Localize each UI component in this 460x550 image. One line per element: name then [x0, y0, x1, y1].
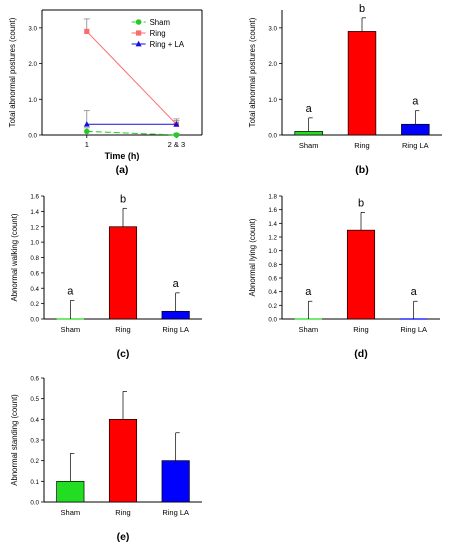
x-tick-label: Ring LA	[400, 325, 427, 334]
panel-d-y-tick-label: 1.4	[268, 221, 277, 228]
point-ring	[84, 28, 90, 35]
x-tick-label: Sham	[61, 325, 81, 334]
panel-a-y-tick-label: 3.0	[28, 25, 37, 32]
panel-a-y-tick-label: 0.0	[28, 133, 37, 140]
significance-letter: a	[306, 103, 313, 115]
bar-sham	[294, 131, 323, 136]
panel-b-y-tick-label: 3.0	[268, 25, 277, 32]
panel-c-y-tick-label: 1.4	[30, 209, 39, 216]
legend-label-ring-la: Ring + LA	[150, 40, 185, 49]
x-tick-label: Sham	[299, 325, 319, 334]
bar-ring-la	[401, 123, 430, 136]
panel-c-y-tick-label: 0.8	[30, 255, 39, 262]
x-tick-label: Ring	[115, 325, 130, 334]
panel-d-y-tick-label: 0.0	[268, 317, 277, 324]
panel-a: 0.0 1.0 2.0 3.0 Total abnormal postures (cou…	[8, 9, 203, 176]
panel-b-y-tick-label: 2.0	[268, 61, 277, 68]
panel-e-y-tick-label: 0.0	[30, 500, 39, 507]
series-line-sham	[86, 130, 177, 136]
significance-letter: a	[412, 96, 419, 108]
panel-c-y-tick-label: 0.0	[30, 317, 39, 324]
panel-c-y-tick-label: 1.2	[30, 224, 39, 231]
panel-d-y-tick-label: 1.8	[268, 194, 277, 201]
x-tick-label: 2 & 3	[168, 140, 186, 149]
panel-e-y-tick-label: 0.2	[30, 458, 39, 465]
panel-b-y-axis-label: Total abnormal postures (count)	[248, 17, 257, 127]
panel-c-y-tick-label: 1.6	[30, 194, 39, 201]
x-tick-label: Ring LA	[162, 325, 189, 334]
legend-label-ring: Ring	[150, 29, 166, 38]
panel-c-y-tick-label: 0.4	[30, 286, 39, 293]
legend-marker-sham	[135, 19, 142, 25]
panel-c: 0.0 0.2 0.4 0.6 0.8 1.0 1.2 1.4 1.6 Abnormal walk…	[10, 193, 202, 360]
panel-d-y-axis-label: Abnormal lying (count)	[248, 218, 257, 296]
panel-d-y-tick-label: 0.6	[268, 276, 277, 283]
panel-e-y-tick-label: 0.4	[30, 417, 39, 424]
bar-ring-la	[161, 310, 190, 320]
series-line-ring	[86, 31, 177, 125]
point-ring-la	[173, 121, 180, 127]
panel-a-y-tick-label: 1.0	[28, 97, 37, 104]
panel-e-y-tick-label: 0.3	[30, 438, 39, 445]
bar-sham	[56, 480, 85, 503]
x-tick-label: Ring	[115, 508, 130, 517]
x-tick-label: Ring LA	[402, 141, 429, 150]
panel-d: 0.0 0.2 0.4 0.6 0.8 1.0 1.2 1.4 1.6 1.8 Abnormal l…	[248, 194, 440, 360]
legend-marker-ring-la	[135, 40, 142, 47]
panel-a-y-axis-label: Total abnormal postures (count)	[8, 17, 17, 127]
panel-d-y-tick-label: 0.8	[268, 262, 277, 269]
point-sham	[173, 132, 180, 138]
legend-marker-ring	[136, 30, 142, 36]
panel-e-y-tick-label: 0.6	[30, 376, 39, 383]
panel-e-y-tick-label: 0.5	[30, 396, 39, 403]
panel-e-y-tick-label: 0.1	[30, 479, 39, 486]
x-tick-label: Ring	[354, 141, 369, 150]
panel-b-y-tick-label: 0.0	[268, 133, 277, 140]
bar-ring	[347, 31, 377, 136]
panel-a-y-tick-label: 2.0	[28, 61, 37, 68]
panel-c-y-tick-label: 0.6	[30, 270, 39, 277]
x-tick-label: Ring LA	[162, 508, 189, 517]
panel-label-d: (d)	[354, 348, 367, 360]
x-tick-label: Sham	[299, 141, 319, 150]
significance-letter: b	[359, 3, 365, 15]
legend-label-sham: Sham	[150, 18, 170, 27]
panel-d-y-tick-label: 1.2	[268, 235, 277, 242]
panel-label-e: (e)	[117, 531, 130, 543]
panel-c-y-tick-label: 0.2	[30, 301, 39, 308]
panel-c-y-axis-label: Abnormal walking (count)	[10, 213, 19, 301]
panel-d-y-tick-label: 1.0	[268, 248, 277, 255]
x-axis-label: Time (h)	[105, 151, 140, 161]
point-ring-la	[83, 121, 90, 127]
panel-label-a: (a)	[116, 164, 129, 176]
significance-letter: a	[67, 286, 74, 298]
significance-letter: a	[305, 286, 312, 298]
x-tick-label: Sham	[61, 508, 81, 517]
significance-letter: b	[120, 193, 126, 205]
significance-letter: a	[411, 286, 418, 298]
panel-b: 0.0 1.0 2.0 3.0 Total abnormal postures (cou…	[248, 3, 442, 176]
panel-label-b: (b)	[355, 164, 368, 176]
bar-ring-la	[161, 460, 190, 503]
point-sham	[84, 128, 90, 135]
panel-e: 0.0 0.1 0.2 0.3 0.4 0.5 0.6 Abnormal standing (…	[10, 376, 202, 543]
panel-d-y-tick-label: 0.2	[268, 303, 277, 310]
panel-e-y-axis-label: Abnormal standing (count)	[10, 394, 19, 486]
bar-ring	[108, 418, 138, 503]
bar-ring	[346, 229, 376, 320]
panel-b-y-tick-label: 1.0	[268, 97, 277, 104]
x-tick-label: Ring	[353, 325, 368, 334]
significance-letter: b	[358, 197, 364, 209]
significance-letter: a	[173, 278, 180, 290]
panel-d-y-tick-label: 0.4	[268, 289, 277, 296]
x-tick-label: 1	[85, 140, 89, 149]
panel-d-y-tick-label: 1.6	[268, 207, 277, 214]
panel-label-c: (c)	[117, 348, 130, 360]
bar-ring	[108, 226, 138, 320]
panel-c-y-tick-label: 1.0	[30, 240, 39, 247]
